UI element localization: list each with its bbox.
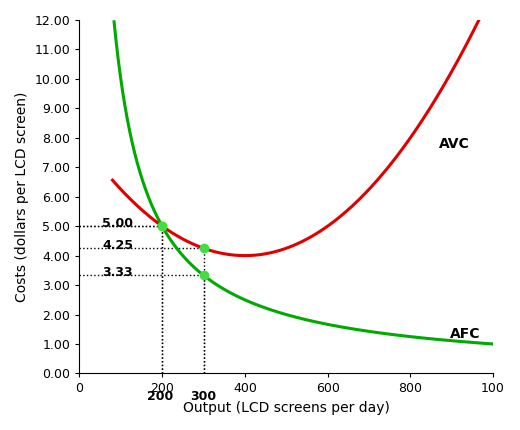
Text: 300: 300	[190, 390, 217, 402]
Text: 4.25: 4.25	[102, 240, 133, 252]
X-axis label: Output (LCD screens per day): Output (LCD screens per day)	[183, 401, 389, 415]
Text: 3.33: 3.33	[102, 267, 133, 280]
Text: 5.00: 5.00	[102, 217, 133, 230]
Y-axis label: Costs (dollars per LCD screen): Costs (dollars per LCD screen)	[15, 92, 29, 302]
Text: AVC: AVC	[439, 137, 470, 150]
Text: 200: 200	[147, 390, 174, 402]
Text: AFC: AFC	[450, 327, 480, 341]
